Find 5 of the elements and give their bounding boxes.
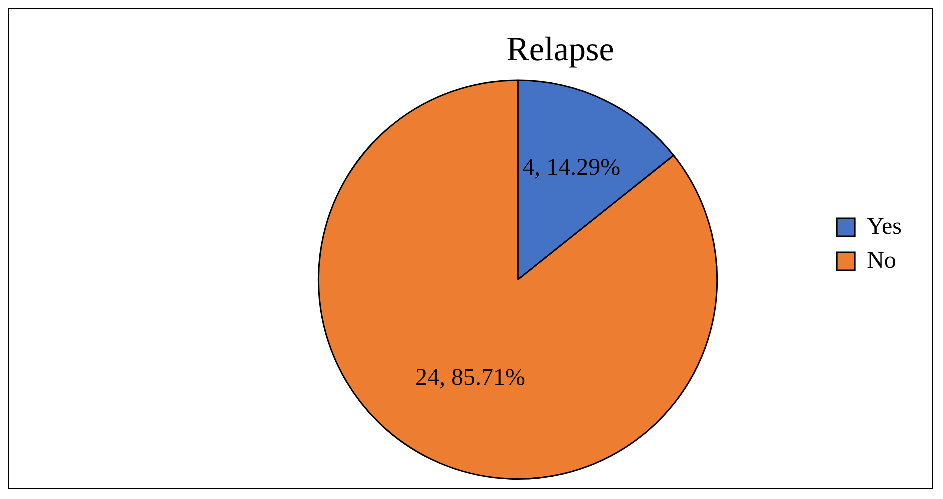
chart-title: Relapse <box>506 31 614 68</box>
legend-label: No <box>867 248 896 274</box>
data-label: 24, 85.71% <box>415 364 526 391</box>
data-label: 4, 14.29% <box>522 154 621 181</box>
legend-label: Yes <box>867 214 902 240</box>
